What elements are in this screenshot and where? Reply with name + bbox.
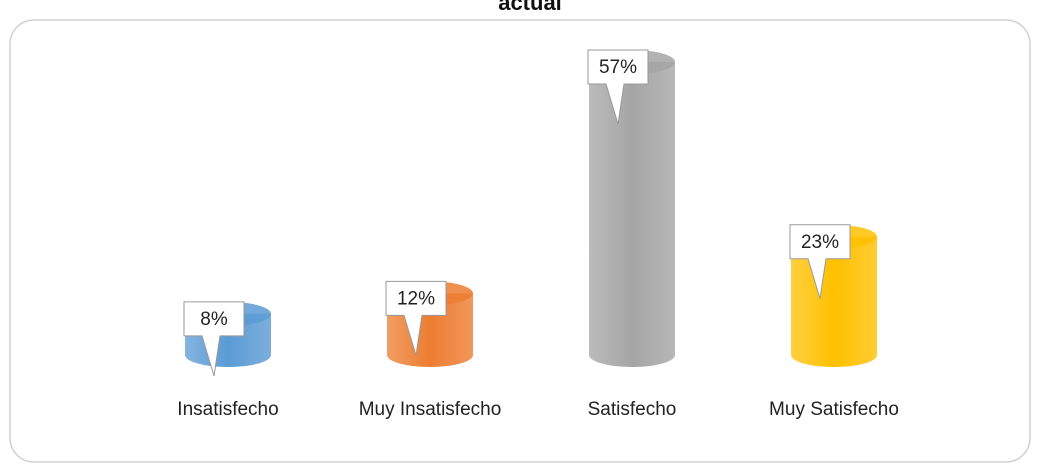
x-tick-label: Satisfecho — [587, 399, 677, 420]
data-label: 8% — [200, 309, 228, 330]
callout — [789, 224, 851, 299]
x-tick-label: Muy Satisfecho — [769, 399, 899, 420]
data-label: 57% — [599, 57, 637, 78]
chart-title: actual — [498, 0, 562, 15]
x-tick-label: Insatisfecho — [177, 399, 279, 420]
data-label: 23% — [801, 232, 839, 253]
x-tick-label: Muy Insatisfecho — [358, 399, 502, 420]
callout — [587, 49, 649, 125]
callout — [385, 280, 447, 356]
frame — [9, 19, 1031, 463]
bar — [589, 62, 675, 368]
callout — [183, 301, 245, 377]
data-label: 12% — [397, 288, 435, 309]
